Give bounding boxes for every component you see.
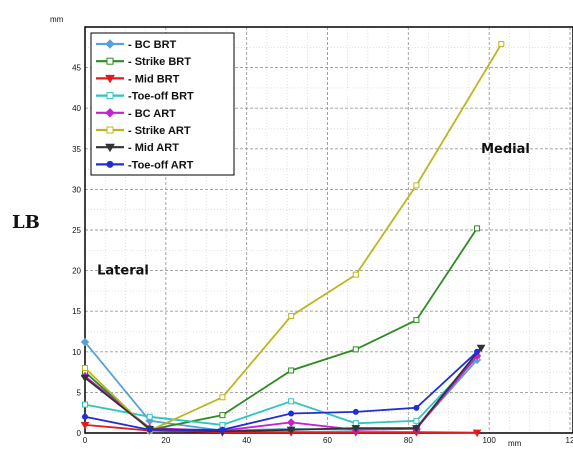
y-axis-unit: mm [50,15,64,24]
y-tick-label: 10 [72,348,81,357]
legend-swatch-marker [105,74,115,84]
x-tick-label: 0 [83,436,88,445]
y-tick-label: 35 [72,145,81,154]
legend-item: - Mid BRT [96,73,180,85]
y-tick-label: 30 [72,185,81,194]
data-point [474,225,481,232]
legend-label: - Strike BRT [128,56,191,68]
legend-items: - BC BRT - Strike BRT - Mid BRT -Toe-off BR… [96,39,194,171]
legend-item: - Strike ART [96,125,191,137]
legend-label: -Toe-off ART [128,159,194,171]
legend-item: - BC ART [96,108,176,120]
annotation-lateral: Lateral [97,264,149,279]
legend-box [90,32,235,176]
data-point [219,412,226,419]
data-point [146,413,153,420]
legend-swatch-marker [105,39,115,49]
x-tick-label: 12 [566,436,573,445]
data-point [288,367,295,374]
legend-item: -Toe-off BRT [96,91,194,103]
legend-label: - Mid ART [128,142,179,154]
data-point [413,182,420,189]
legend-label: - BC ART [128,108,176,120]
y-axis-label: LB [12,212,40,233]
y-tick-label: 0 [77,429,82,438]
data-point [288,313,295,320]
data-point [472,429,482,438]
legend-item: - Mid ART [96,142,179,154]
x-tick-label: 20 [161,436,170,445]
data-point [82,401,88,408]
data-point [352,420,359,427]
data-point [413,417,420,424]
series-layer [80,41,505,438]
legend-label: -Toe-off BRT [128,91,194,103]
data-point [146,426,153,433]
data-point [413,404,420,411]
data-point [352,346,359,353]
x-tick-label: 60 [323,436,332,445]
data-point [80,421,90,430]
legend-label: - BC BRT [128,39,177,51]
legend-item: - BC BRT [96,39,177,51]
data-point [351,425,361,433]
x-axis-unit: mm [508,439,522,448]
data-point [219,394,226,401]
data-point [498,41,505,48]
data-point [288,410,295,417]
x-tick-label: 100 [482,436,496,445]
legend-label: - Mid BRT [128,73,180,85]
y-tick-label: 15 [72,307,81,316]
legend-swatch-marker [106,92,114,100]
legend-swatch-marker [106,160,114,168]
legend-swatch-marker [105,108,115,118]
data-point [352,271,359,278]
data-point [80,374,90,383]
data-point [413,317,420,324]
legend-item: -Toe-off ART [96,159,194,171]
legend-swatch-marker [105,143,115,153]
data-point [288,398,295,405]
x-tick-label: 80 [404,436,413,445]
annotation-medial: Medial [481,142,530,157]
data-point [286,426,296,435]
data-point [219,426,226,433]
data-point [82,365,88,372]
y-tick-label: 25 [72,226,81,235]
y-tick-label: 40 [72,104,81,113]
legend-item: - Strike BRT [96,56,191,68]
legend-swatch-marker [106,57,114,65]
legend-swatch-marker [106,126,114,134]
y-tick-label: 5 [77,388,82,397]
data-point [286,418,296,427]
data-point [412,425,421,433]
data-point [474,348,481,355]
legend-label: - Strike ART [128,125,191,137]
data-point [476,344,486,353]
y-tick-label: 20 [72,267,81,276]
data-point [82,413,88,420]
x-tick-label: 40 [242,436,251,445]
data-point [80,337,90,347]
data-point [352,408,359,415]
series-8 [82,348,481,433]
y-tick-label: 45 [72,64,81,73]
legend: - BC BRT - Strike BRT - Mid BRT -Toe-off BR… [90,32,235,176]
